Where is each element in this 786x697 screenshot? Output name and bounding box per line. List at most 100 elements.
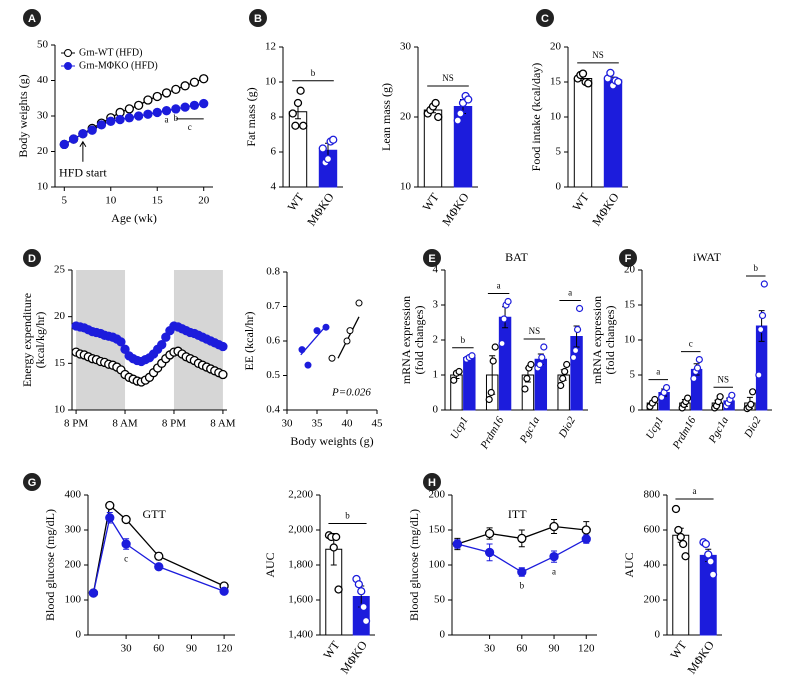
annotation: a	[165, 115, 169, 125]
y-tick-label: 0	[76, 629, 82, 641]
data-point	[343, 337, 351, 345]
data-point	[569, 353, 578, 362]
data-point	[708, 570, 718, 579]
annotation: a	[552, 566, 556, 576]
bar	[423, 109, 443, 188]
data-point	[452, 539, 463, 549]
y-axis-label: (fold changes)	[603, 306, 617, 375]
x-tick-label: 60	[516, 643, 528, 655]
panel-badge	[423, 473, 441, 491]
data-point	[760, 280, 768, 288]
significance-label: a	[497, 281, 501, 291]
significance-label: NS	[592, 50, 604, 60]
data-point	[133, 100, 144, 110]
x-tick-label: 60	[153, 643, 165, 655]
y-tick-label: 0	[655, 629, 661, 641]
y-tick-label: 0	[440, 629, 446, 641]
data-point	[557, 381, 565, 390]
data-point	[143, 95, 153, 105]
significance-label: b	[461, 335, 466, 345]
data-point	[124, 113, 135, 123]
x-axis-label: Age (wk)	[111, 211, 157, 225]
data-point	[219, 586, 229, 596]
data-point	[143, 109, 153, 119]
data-point	[161, 106, 172, 116]
data-point	[189, 100, 200, 110]
x-tick-label: Ucp1	[644, 415, 666, 442]
y-tick-label: 0	[556, 181, 562, 193]
bar	[603, 79, 623, 188]
bar	[498, 316, 512, 411]
annotation: c	[188, 122, 192, 132]
y-tick-label: 15	[550, 76, 562, 88]
data-point	[431, 98, 440, 108]
panel-title: ITT	[508, 507, 527, 521]
data-point	[747, 400, 755, 408]
data-point	[323, 154, 333, 164]
data-point	[116, 337, 126, 347]
x-tick-label: 40	[342, 418, 354, 430]
y-tick-label: 400	[65, 489, 82, 501]
significance-label: NS	[717, 374, 729, 384]
y-tick-label: 12	[265, 41, 276, 53]
legend-marker	[64, 49, 72, 57]
data-point	[296, 86, 305, 95]
data-point	[538, 353, 546, 362]
data-point	[171, 104, 181, 114]
x-tick-label: 8 AM	[112, 418, 138, 430]
data-point	[291, 121, 300, 130]
y-tick-label: 200	[429, 489, 446, 501]
data-point	[728, 391, 736, 399]
data-point	[578, 69, 588, 78]
x-tick-label: 35	[312, 418, 324, 430]
data-point	[450, 376, 458, 384]
y-tick-label: 0.7	[266, 300, 280, 312]
significance-label: b	[311, 68, 316, 78]
panel-badge	[619, 249, 637, 267]
y-tick-label: 5	[630, 369, 636, 381]
y-axis-label: AUC	[263, 552, 277, 577]
y-tick-label: 200	[65, 559, 82, 571]
panel-badge	[23, 473, 41, 491]
y-tick-label: 1	[433, 369, 439, 381]
data-point	[161, 332, 171, 342]
data-point	[489, 357, 497, 365]
x-tick-label: WT	[570, 190, 593, 214]
data-point	[701, 539, 711, 549]
data-point	[456, 109, 465, 118]
bar	[463, 357, 476, 411]
y-axis-label: Fat mass (g)	[244, 87, 258, 146]
x-tick-label: 30	[282, 418, 294, 430]
data-point	[293, 98, 303, 108]
data-point	[161, 88, 172, 98]
x-tick-label: WT	[420, 190, 443, 214]
y-tick-label: 1,800	[288, 559, 313, 571]
y-tick-label: 10	[400, 181, 412, 193]
data-point	[758, 311, 767, 320]
data-point	[59, 139, 69, 150]
y-tick-label: 15	[54, 357, 66, 369]
y-tick-label: 50	[37, 39, 49, 51]
annotation: HFD start	[59, 166, 107, 180]
data-point	[331, 532, 341, 542]
y-tick-label: 20	[550, 41, 562, 53]
series-line	[63, 102, 204, 145]
data-point	[105, 500, 115, 511]
panel-title: BAT	[505, 250, 528, 264]
data-point	[453, 116, 462, 125]
data-point	[517, 567, 527, 577]
x-tick-label: 30	[121, 643, 133, 655]
y-tick-label: 6	[271, 146, 277, 158]
data-point	[468, 352, 476, 360]
x-tick-label: 30	[484, 643, 496, 655]
data-point	[152, 91, 162, 102]
y-axis-label: Body weights (g)	[16, 74, 30, 157]
y-tick-label: 10	[37, 181, 49, 193]
y-tick-label: 30	[37, 110, 49, 122]
y-axis-label: Energy expenditure	[20, 293, 34, 387]
annotation-arrow	[79, 140, 87, 162]
x-tick-label: 20	[198, 195, 210, 207]
y-tick-label: 200	[644, 594, 661, 606]
data-point	[651, 395, 659, 404]
